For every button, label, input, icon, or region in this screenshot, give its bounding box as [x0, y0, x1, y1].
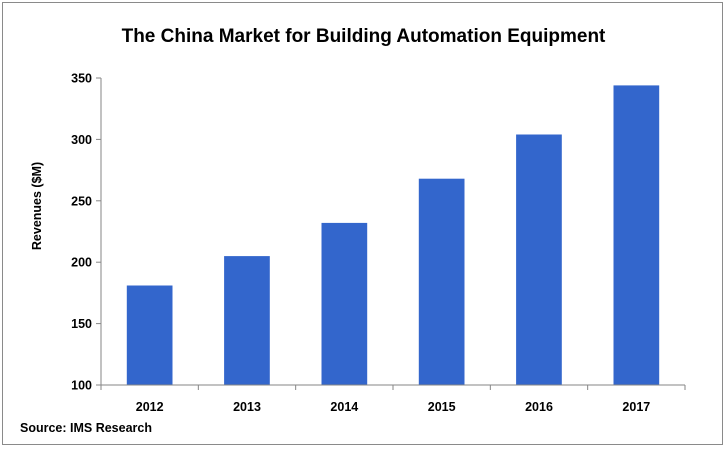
x-tick-label-2014: 2014	[330, 400, 358, 414]
y-tick-label-250: 250	[71, 194, 92, 208]
source-note: Source: IMS Research	[20, 421, 152, 435]
axes-group	[96, 78, 685, 386]
chart-title: The China Market for Building Automation…	[121, 26, 606, 47]
bar-2012	[126, 285, 173, 385]
y-tick-label-300: 300	[71, 133, 92, 147]
bar-2016	[516, 134, 562, 385]
bars-group	[126, 85, 660, 386]
y-tick-label-100: 100	[71, 379, 92, 393]
y-tick-label-350: 350	[71, 72, 92, 86]
x-tick-label-2016: 2016	[525, 400, 553, 414]
y-tick-label-150: 150	[71, 317, 92, 331]
x-tick-label-2017: 2017	[622, 400, 650, 414]
bar-2014	[321, 222, 368, 385]
x-tick-label-2015: 2015	[428, 400, 456, 414]
ticks-group: 100 150 200 250 300 350 2012 2013 2014 2015 2016 20…	[71, 72, 686, 414]
bar-2015	[418, 178, 465, 385]
bar-2017	[613, 85, 660, 386]
x-tick-label-2013: 2013	[233, 400, 261, 414]
y-tick-label-200: 200	[71, 256, 92, 270]
x-tick-label-2012: 2012	[136, 400, 164, 414]
bar-2013	[224, 256, 270, 385]
